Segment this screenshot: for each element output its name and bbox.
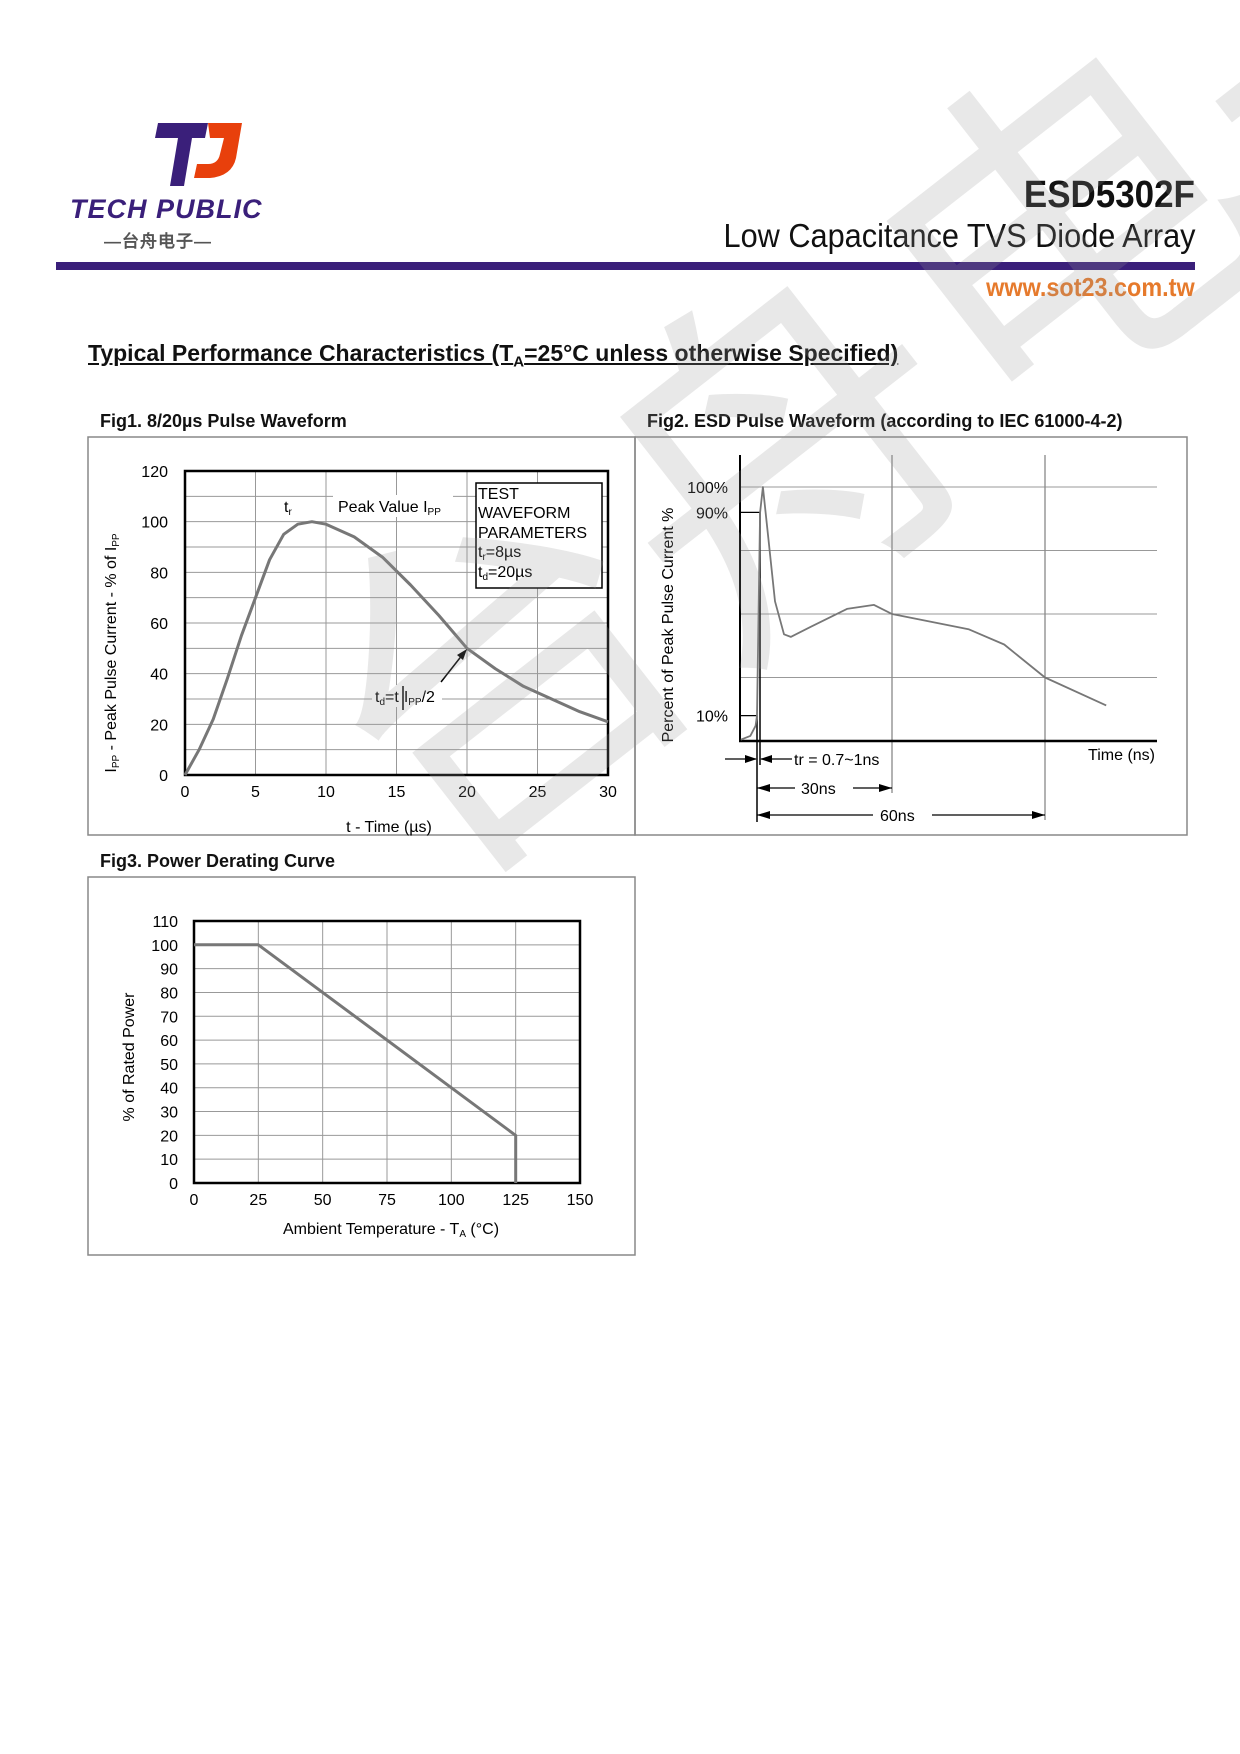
fig3-title: Fig3. Power Derating Curve xyxy=(100,851,336,871)
x-tick-label: 150 xyxy=(567,1192,594,1209)
fig1-peak-label: Peak Value IPP xyxy=(338,499,441,518)
y-tick-label: 60 xyxy=(160,1033,178,1050)
document-subtitle: Low Capacitance TVS Diode Array xyxy=(723,217,1195,254)
x-tick-label: 20 xyxy=(458,784,476,801)
company-logo-icon xyxy=(155,123,242,186)
fig2-x-axis-label: Time (ns) xyxy=(1088,747,1155,764)
y-tick-label: 120 xyxy=(141,464,168,481)
y-tick-label: 110 xyxy=(152,914,178,931)
y-tick-label: 70 xyxy=(160,1009,178,1026)
y-tick-label: 90 xyxy=(160,962,178,979)
x-tick-label: 5 xyxy=(251,784,260,801)
x-tick-label: 0 xyxy=(181,784,190,801)
section-heading: Typical Performance Characteristics (TA=… xyxy=(88,340,898,371)
fig3-frame xyxy=(87,876,636,1256)
fig1-box-line: TEST xyxy=(478,486,519,503)
y-tick-label: 40 xyxy=(160,1081,178,1098)
x-tick-label: 50 xyxy=(314,1192,332,1209)
heading-subscript: A xyxy=(513,353,525,371)
fig1-parameter-box xyxy=(475,482,603,589)
y-tick-label: 0 xyxy=(159,768,168,785)
y-tick-label: 30 xyxy=(160,1105,178,1122)
fig2-60ns-label: 60ns xyxy=(880,808,915,825)
header-divider xyxy=(56,262,1195,270)
fig1-td-label: td=t IPP/2 xyxy=(375,689,435,708)
fig1-box-td: td=20µs xyxy=(478,564,532,583)
y-tick-label: 80 xyxy=(160,985,178,1002)
company-logo-text: TECH PUBLIC xyxy=(70,194,263,224)
y-tick-label: 80 xyxy=(150,565,168,582)
x-tick-label: 10 xyxy=(317,784,335,801)
heading-text-end: =25°C unless otherwise Specified) xyxy=(524,340,899,366)
data-curve xyxy=(183,520,609,776)
x-tick-label: 30 xyxy=(599,784,617,801)
fig2-30ns-label: 30ns xyxy=(801,781,836,798)
y-tick-label: 100% xyxy=(687,480,728,497)
x-tick-label: 15 xyxy=(388,784,406,801)
fig1-td-arrowhead xyxy=(457,649,467,660)
fig3-x-axis-label: Ambient Temperature - TA (°C) xyxy=(283,1221,499,1240)
fig1-tr-label: tr xyxy=(284,499,292,518)
fig1-td-label-bg xyxy=(372,685,442,707)
y-tick-label: 0 xyxy=(169,1176,178,1193)
y-tick-label: 10% xyxy=(696,709,728,726)
y-tick-label: 100 xyxy=(151,938,178,955)
fig1-x-axis-label: t - Time (µs) xyxy=(346,819,432,836)
fig1-box-line: PARAMETERS xyxy=(478,525,587,542)
y-tick-label: 100 xyxy=(141,515,168,532)
data-curve xyxy=(194,943,518,1183)
fig1-box-line: WAVEFORM xyxy=(478,505,570,522)
y-tick-label: 40 xyxy=(150,667,168,684)
fig1-peak-label-bg xyxy=(333,495,453,517)
fig2-frame xyxy=(634,436,1188,836)
y-tick-label: 20 xyxy=(160,1128,178,1145)
x-tick-label: 125 xyxy=(502,1192,529,1209)
website-link[interactable]: www.sot23.com.tw xyxy=(986,272,1195,302)
plot-border xyxy=(192,919,582,1185)
fig1-y-axis-label: IPP - Peak Pulse Current - % of IPP xyxy=(103,533,122,773)
x-tick-label: 75 xyxy=(378,1192,396,1209)
part-number: ESD5302F xyxy=(1023,174,1195,216)
fig2-60ns-dimension xyxy=(757,811,1045,819)
fig2-30ns-dimension xyxy=(757,784,892,792)
fig3-chart: 0 25 50 75 100 125 150 0 10 20 30 40 50 60 70 80 90 100 11… xyxy=(151,914,593,1209)
y-tick-label: 20 xyxy=(150,717,168,734)
company-logo-chinese: —台舟电子— xyxy=(104,232,212,251)
esd-waveform-curve xyxy=(740,486,1107,741)
heading-text: Typical Performance Characteristics (T xyxy=(88,340,514,366)
fig1-chart: 0 5 10 15 20 25 30 0 20 40 60 80 100 120 xyxy=(141,464,617,801)
x-tick-label: 25 xyxy=(529,784,547,801)
y-tick-label: 60 xyxy=(150,616,168,633)
fig2-y-axis-label: Percent of Peak Pulse Current % xyxy=(660,508,677,743)
fig1-box-tr: tr=8µs xyxy=(478,544,521,563)
fig3-y-axis-label: % of Rated Power xyxy=(121,992,138,1122)
plot-border xyxy=(183,469,610,777)
fig1-title: Fig1. 8/20µs Pulse Waveform xyxy=(100,411,347,431)
x-tick-label: 25 xyxy=(249,1192,267,1209)
fig2-tr-dimension xyxy=(725,755,792,763)
y-tick-label: 10 xyxy=(160,1152,178,1169)
y-tick-label: 50 xyxy=(160,1057,178,1074)
x-tick-label: 0 xyxy=(190,1192,199,1209)
fig2-chart: 100% 90% 10% xyxy=(687,455,1157,822)
x-tick-label: 100 xyxy=(438,1192,465,1209)
fig2-title: Fig2. ESD Pulse Waveform (according to I… xyxy=(647,411,1123,431)
fig2-tr-label: tr = 0.7~1ns xyxy=(794,752,879,769)
fig1-td-arrow xyxy=(440,653,464,683)
y-tick-label: 90% xyxy=(696,505,728,522)
